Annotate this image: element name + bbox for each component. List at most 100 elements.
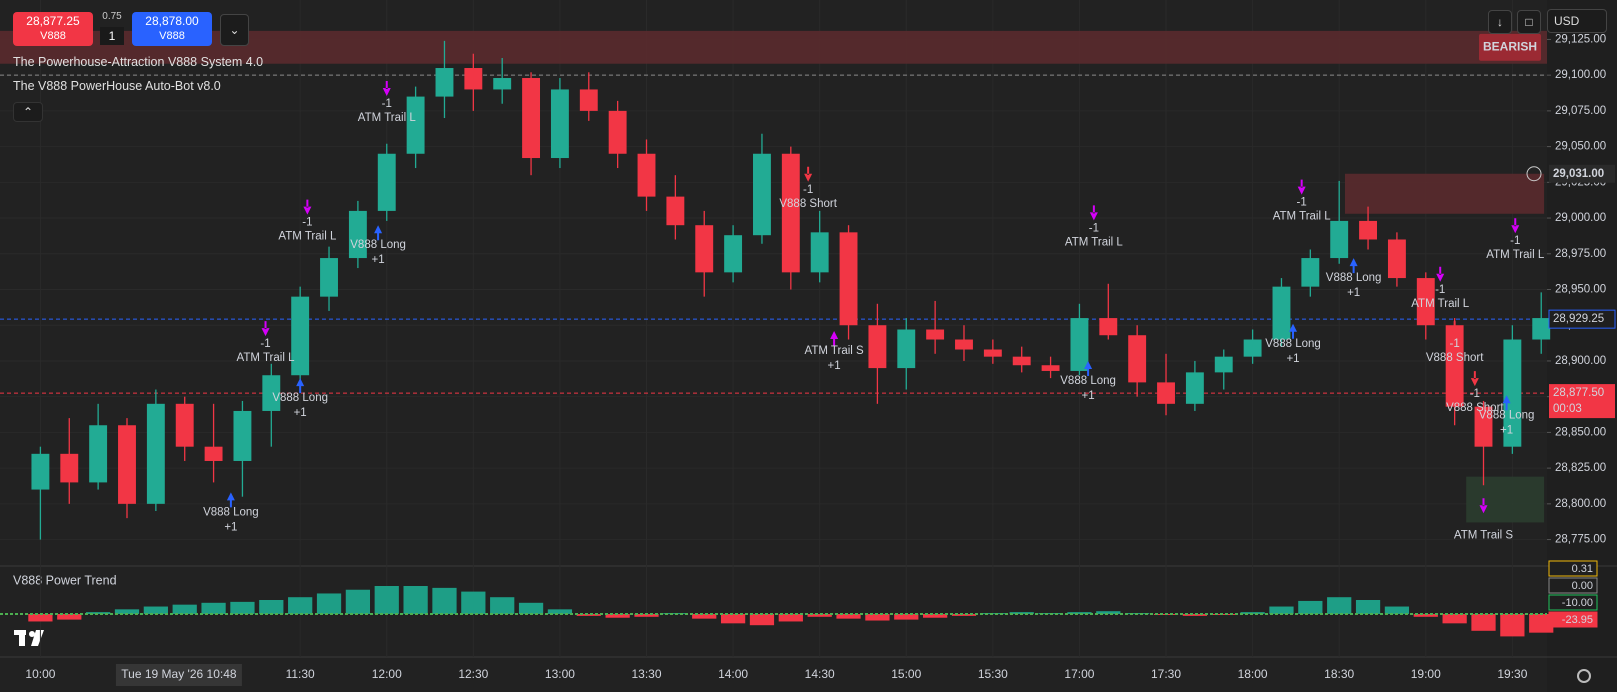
currency-select[interactable]: USD [1547,9,1607,33]
candle-body [983,349,1002,357]
price-axis-bg [1547,0,1617,692]
candle-body [955,339,973,350]
signal-marker [261,321,270,337]
trend-bar [114,609,140,614]
trend-bar [923,614,948,618]
sell-price: 28,877.25 [26,14,80,28]
x-tick-label: 17:30 [1151,667,1181,681]
quantity[interactable]: 1 [100,27,124,45]
indicator-legend: The Powerhouse-Attraction V888 System 4.… [13,55,264,69]
x-tick-label: 17:00 [1064,667,1094,681]
trend-bar [1471,614,1496,631]
annotation-note: -1 [1510,235,1520,247]
annotation-label: V888 Short [779,198,837,210]
trend-bar [634,614,659,617]
zone [1466,476,1545,523]
x-tick-label: 18:30 [1324,667,1354,681]
trend-bar [720,614,746,624]
buy-button[interactable]: 28,878.00 V888 [132,12,212,46]
annotation-label: V888 Long [1265,338,1321,350]
download-button[interactable]: ↓ [1488,10,1512,34]
x-tick-label: 19:30 [1497,667,1527,681]
signal-marker [1289,323,1298,339]
spread: 0.75 [102,11,122,22]
sell-label: V888 [40,30,66,42]
candle-body [1099,318,1118,336]
annotation-note: -1 [382,98,392,110]
settings-icon[interactable] [1577,669,1591,683]
trend-bar [1500,614,1525,637]
y-tick-label: 28,900.00 [1555,355,1606,367]
candle-body [1330,220,1349,259]
tv-logo [14,630,44,646]
x-tick-label: 14:30 [805,667,835,681]
signal-marker [226,492,235,508]
candle-body [781,153,800,273]
trend-bar [1298,600,1323,614]
trend-bar [230,601,255,614]
candle-body [1214,356,1233,373]
annotation-note: +1 [294,407,307,419]
buy-price: 28,878.00 [145,14,199,28]
trend-bar [259,600,284,614]
annotation-note: -1 [260,338,270,350]
candle-body [233,410,252,461]
candle-body [579,89,598,111]
y-tick-label: 28,825.00 [1555,462,1606,474]
collapse-button[interactable]: ⌃ [13,102,43,122]
annotation-note: +1 [224,521,237,533]
signal-marker [303,199,312,215]
annotation-label: V888 Long [1479,409,1535,421]
signal-marker [296,378,305,394]
candle-body [1243,339,1262,357]
candle-body [1070,318,1089,371]
annotation-label: ATM Trail L [1273,211,1332,223]
order-dropdown[interactable]: ⌄ [220,14,249,46]
x-tick-label: 10:00 [25,667,55,681]
candle-body [868,325,887,369]
grid [0,0,1547,657]
trend-bar [865,614,890,621]
trend-bar [778,614,803,622]
trend-bar [951,614,977,616]
y-tick-label: 29,100.00 [1555,69,1606,81]
annotation-note: -1 [1089,222,1099,234]
trend-bar [1529,614,1554,633]
candle-body [1503,339,1522,447]
candle-body [1416,278,1435,326]
y-tick-label: 29,125.00 [1555,33,1606,45]
candle-body [1157,382,1175,404]
candle-body [291,296,310,376]
trend-bar [345,589,371,614]
sell-button[interactable]: 28,877.25 V888 [13,12,93,46]
x-tick-label: 14:00 [718,667,748,681]
trend-bar [547,609,573,614]
trend-bar [432,587,457,614]
trend-bar [28,614,53,622]
y-tick-label: 28,800.00 [1555,498,1606,510]
candle-body [810,232,829,273]
trend-bar [374,586,399,614]
value-tag-bg [1548,577,1598,594]
signal-marker [1349,258,1358,274]
zones [0,30,1547,523]
price-tag-label: 28,877.50 [1553,387,1604,399]
fullscreen-button[interactable]: □ [1517,10,1541,34]
trend-bar [288,597,313,614]
candle-body [1532,318,1551,340]
trend-bar [1269,606,1294,614]
zone [0,30,1547,64]
signal-marker [804,166,813,182]
signal-marker [1511,218,1520,234]
trend-bar [1211,614,1236,615]
indicator-title: V888 Power Trend [13,573,117,587]
value-tag-bg [1548,560,1598,577]
candle-body [406,96,425,154]
trend-bar [1067,612,1092,614]
candle-body [522,78,541,159]
annotation-label: V888 Short [1446,402,1504,414]
value-tag-label: -10.00 [1562,597,1593,609]
candle-body [724,235,743,273]
signal-marker [1436,266,1445,282]
